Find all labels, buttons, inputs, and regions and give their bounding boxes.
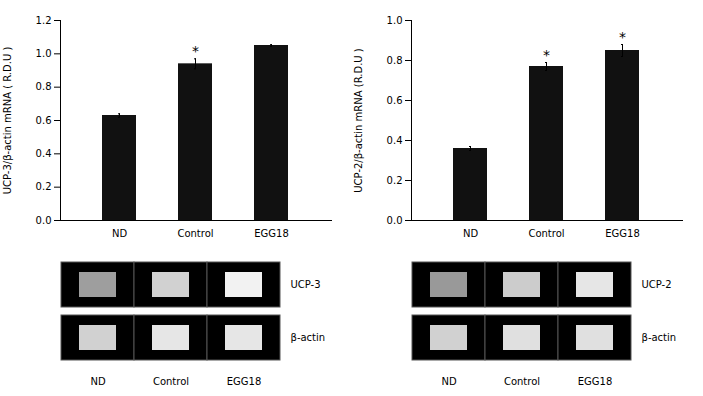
svg-text:ND: ND [90, 376, 105, 387]
svg-text:UCP-2: UCP-2 [642, 279, 672, 290]
svg-text:Control: Control [504, 376, 540, 387]
svg-text:0.8: 0.8 [36, 81, 52, 92]
svg-text:0.2: 0.2 [387, 175, 403, 186]
svg-text:0.6: 0.6 [387, 95, 403, 106]
svg-text:EGG18: EGG18 [605, 228, 640, 239]
svg-text:UCP-3: UCP-3 [291, 279, 321, 290]
svg-text:0.4: 0.4 [387, 135, 403, 146]
svg-text:EGG18: EGG18 [254, 228, 289, 239]
svg-text:ND: ND [463, 228, 478, 239]
svg-text:1.0: 1.0 [36, 48, 52, 59]
svg-text:β-actin: β-actin [291, 332, 326, 343]
svg-text:EGG18: EGG18 [227, 376, 262, 387]
svg-text:0.6: 0.6 [36, 115, 52, 126]
svg-text:Control: Control [153, 376, 189, 387]
svg-text:0.2: 0.2 [36, 181, 52, 192]
svg-text:*: * [192, 43, 199, 59]
svg-text:0.8: 0.8 [387, 55, 403, 66]
svg-text:0.0: 0.0 [387, 215, 403, 226]
svg-text:β-actin: β-actin [642, 332, 677, 343]
svg-text:*: * [543, 47, 550, 63]
svg-text:0.0: 0.0 [36, 215, 52, 226]
svg-text:UCP-2/β-actin mRNA (R.D.U ): UCP-2/β-actin mRNA (R.D.U ) [353, 48, 364, 193]
svg-text:EGG18: EGG18 [578, 376, 613, 387]
svg-text:Control: Control [177, 228, 213, 239]
svg-text:ND: ND [112, 228, 127, 239]
svg-text:0.4: 0.4 [36, 148, 52, 159]
svg-text:ND: ND [441, 376, 456, 387]
svg-text:1.2: 1.2 [36, 15, 52, 26]
svg-text:Control: Control [528, 228, 564, 239]
svg-text:*: * [619, 29, 626, 45]
svg-text:1.0: 1.0 [387, 15, 403, 26]
svg-text:UCP-3/β-actin mRNA ( R.D.U ): UCP-3/β-actin mRNA ( R.D.U ) [2, 47, 13, 195]
